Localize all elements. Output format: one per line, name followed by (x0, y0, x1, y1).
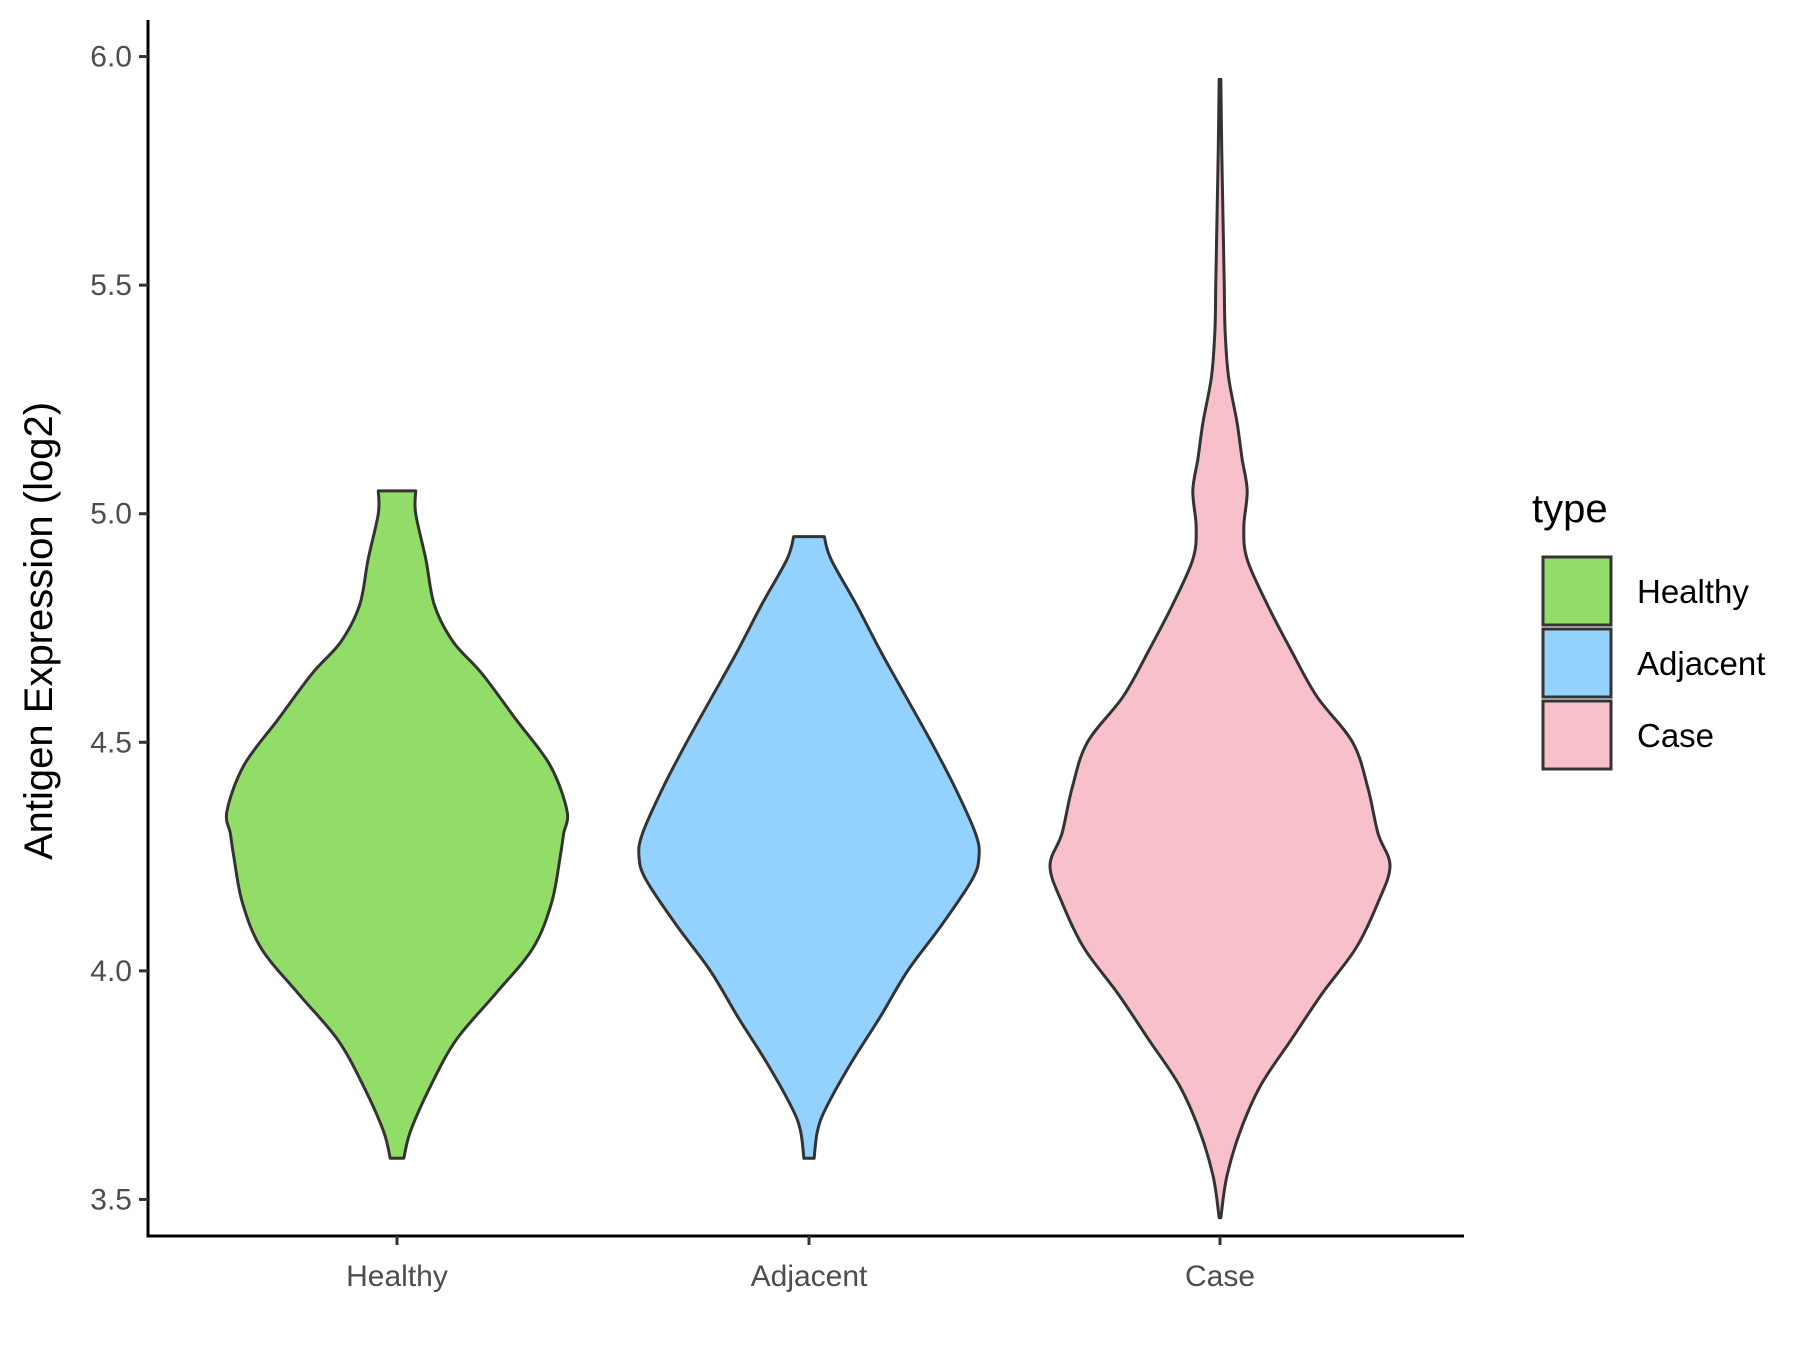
violin-adjacent (637, 535, 981, 1160)
y-tick-label: 6.0 (90, 41, 132, 74)
legend-label: Case (1637, 717, 1714, 754)
violins-layer (224, 77, 1392, 1220)
axes-layer (146, 20, 1464, 1238)
legend-items: Healthy Adjacent Case (1541, 555, 1765, 771)
x-tick-label: Healthy (346, 1260, 448, 1293)
y-tick-label: 5.5 (90, 269, 132, 302)
legend-key-adjacent (1541, 627, 1613, 699)
legend: type Healthy Adjacent Case (1532, 487, 1765, 771)
legend-title: type (1532, 487, 1608, 531)
x-tick-label: Adjacent (751, 1260, 868, 1293)
legend-key-healthy (1541, 555, 1613, 627)
y-axis-ticks: 3.5 4.0 4.5 5.0 5.5 6.0 (90, 41, 148, 1216)
violin-healthy (224, 489, 570, 1160)
legend-label: Healthy (1637, 573, 1749, 610)
y-tick-label: 5.0 (90, 498, 132, 531)
y-tick-label: 4.5 (90, 726, 132, 759)
y-tick-label: 3.5 (90, 1183, 132, 1216)
violin-case (1048, 77, 1392, 1220)
legend-label: Adjacent (1637, 645, 1765, 682)
x-tick-label: Case (1185, 1260, 1255, 1293)
legend-key-case (1541, 699, 1613, 771)
x-axis-ticks: Healthy Adjacent Case (346, 1236, 1255, 1293)
y-tick-label: 4.0 (90, 955, 132, 988)
y-axis-title: Antigen Expression (log2) (17, 402, 61, 860)
